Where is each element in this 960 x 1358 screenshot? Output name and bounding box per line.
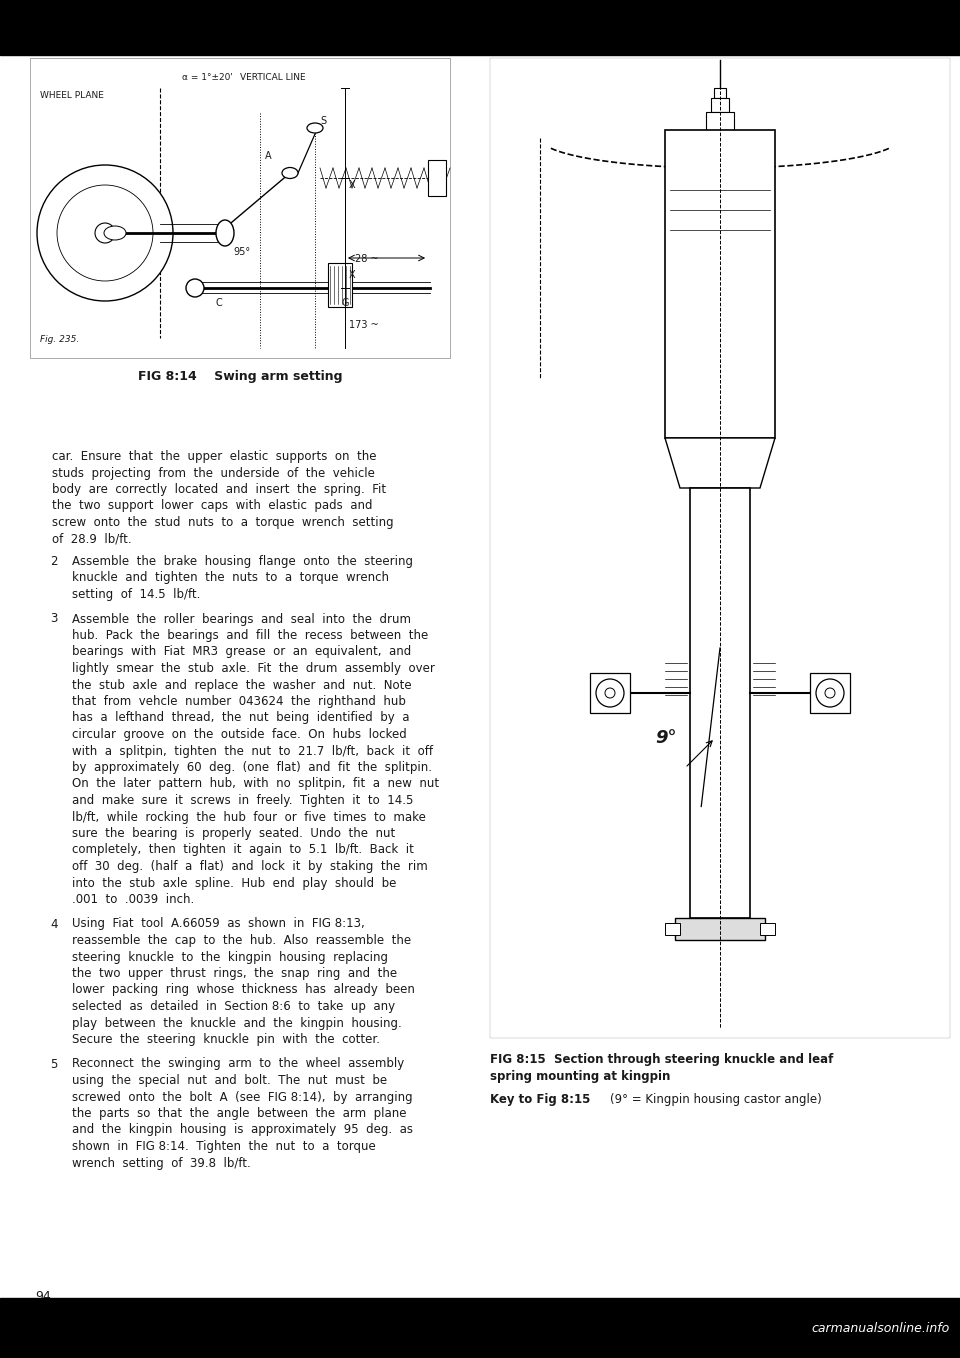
Text: off  30  deg.  (half  a  flat)  and  lock  it  by  staking  the  rim: off 30 deg. (half a flat) and lock it by… — [72, 860, 428, 873]
Text: Using  Fiat  tool  A.66059  as  shown  in  FIG 8:13,: Using Fiat tool A.66059 as shown in FIG … — [72, 918, 365, 930]
Text: On  the  later  pattern  hub,  with  no  splitpin,  fit  a  new  nut: On the later pattern hub, with no splitp… — [72, 778, 439, 790]
Text: WHEEL PLANE: WHEEL PLANE — [40, 91, 104, 100]
Text: VERTICAL LINE: VERTICAL LINE — [240, 73, 305, 81]
Text: that  from  vehcle  number  043624  the  righthand  hub: that from vehcle number 043624 the right… — [72, 695, 406, 708]
Text: α = 1°±20': α = 1°±20' — [182, 73, 233, 81]
Text: completely,  then  tighten  it  again  to  5.1  lb/ft.  Back  it: completely, then tighten it again to 5.1… — [72, 843, 414, 857]
Text: bearings  with  Fiat  MR3  grease  or  an  equivalent,  and: bearings with Fiat MR3 grease or an equi… — [72, 645, 411, 659]
Text: FIG 8:15  Section through steering knuckle and leaf
spring mounting at kingpin: FIG 8:15 Section through steering knuckl… — [490, 1052, 833, 1082]
Text: the  parts  so  that  the  angle  between  the  arm  plane: the parts so that the angle between the … — [72, 1107, 406, 1120]
Bar — [810, 674, 850, 713]
Circle shape — [816, 679, 844, 708]
Circle shape — [37, 166, 173, 301]
Text: into  the  stub  axle  spline.  Hub  end  play  should  be: into the stub axle spline. Hub end play … — [72, 876, 396, 889]
Bar — [706, 111, 734, 130]
Text: reassemble  the  cap  to  the  hub.  Also  reassemble  the: reassemble the cap to the hub. Also reas… — [72, 934, 411, 947]
Text: 95°: 95° — [233, 247, 251, 257]
Text: the  two  support  lower  caps  with  elastic  pads  and: the two support lower caps with elastic … — [52, 500, 372, 512]
Text: 9°: 9° — [655, 729, 677, 747]
Ellipse shape — [216, 220, 234, 246]
Bar — [714, 88, 726, 98]
Text: knuckle  and  tighten  the  nuts  to  a  torque  wrench: knuckle and tighten the nuts to a torque… — [72, 572, 389, 584]
Text: Secure  the  steering  knuckle  pin  with  the  cotter.: Secure the steering knuckle pin with the… — [72, 1033, 380, 1046]
Bar — [760, 923, 775, 936]
Bar — [0, 1298, 960, 1358]
Text: X: X — [349, 181, 355, 190]
Text: Assemble  the  roller  bearings  and  seal  into  the  drum: Assemble the roller bearings and seal in… — [72, 612, 411, 626]
Text: Key to Fig 8:15: Key to Fig 8:15 — [490, 1093, 590, 1105]
Text: wrench  setting  of  39.8  lb/ft.: wrench setting of 39.8 lb/ft. — [72, 1157, 251, 1169]
Text: selected  as  detailed  in  Section 8:6  to  take  up  any: selected as detailed in Section 8:6 to t… — [72, 999, 396, 1013]
Bar — [490, 58, 950, 1038]
Text: lb/ft,  while  rocking  the  hub  four  or  five  times  to  make: lb/ft, while rocking the hub four or fiv… — [72, 811, 426, 823]
Circle shape — [825, 689, 835, 698]
Text: FIG 8:14    Swing arm setting: FIG 8:14 Swing arm setting — [137, 369, 343, 383]
Text: 173 ~: 173 ~ — [349, 320, 379, 330]
Text: with  a  splitpin,  tighten  the  nut  to  21.7  lb/ft,  back  it  off: with a splitpin, tighten the nut to 21.7… — [72, 744, 433, 758]
Polygon shape — [665, 439, 775, 488]
Text: setting  of  14.5  lb/ft.: setting of 14.5 lb/ft. — [72, 588, 201, 602]
Text: play  between  the  knuckle  and  the  kingpin  housing.: play between the knuckle and the kingpin… — [72, 1017, 401, 1029]
Bar — [328, 263, 352, 307]
Text: .001  to  .0039  inch.: .001 to .0039 inch. — [72, 894, 194, 906]
Text: (9° = Kingpin housing castor angle): (9° = Kingpin housing castor angle) — [610, 1093, 822, 1105]
Text: lower  packing  ring  whose  thickness  has  already  been: lower packing ring whose thickness has a… — [72, 983, 415, 997]
Bar — [690, 488, 750, 918]
Text: the  two  upper  thrust  rings,  the  snap  ring  and  the: the two upper thrust rings, the snap rin… — [72, 967, 397, 980]
Text: steering  knuckle  to  the  kingpin  housing  replacing: steering knuckle to the kingpin housing … — [72, 951, 388, 963]
Text: circular  groove  on  the  outside  face.  On  hubs  locked: circular groove on the outside face. On … — [72, 728, 407, 741]
Text: C: C — [215, 297, 222, 308]
Text: G: G — [342, 297, 349, 308]
Text: of  28.9  lb/ft.: of 28.9 lb/ft. — [52, 532, 132, 546]
Text: Assemble  the  brake  housing  flange  onto  the  steering: Assemble the brake housing flange onto t… — [72, 555, 413, 568]
Text: Reconnect  the  swinging  arm  to  the  wheel  assembly: Reconnect the swinging arm to the wheel … — [72, 1058, 404, 1070]
Text: 28 ~: 28 ~ — [355, 254, 378, 263]
Text: 2: 2 — [50, 555, 58, 568]
Bar — [30, 58, 450, 359]
Text: X: X — [349, 270, 355, 280]
Text: and  the  kingpin  housing  is  approximately  95  deg.  as: and the kingpin housing is approximately… — [72, 1123, 413, 1137]
Bar — [711, 98, 729, 111]
Bar — [590, 674, 630, 713]
Bar — [0, 0, 960, 56]
Text: lightly  smear  the  stub  axle.  Fit  the  drum  assembly  over: lightly smear the stub axle. Fit the dru… — [72, 661, 435, 675]
Ellipse shape — [104, 225, 126, 240]
Text: using  the  special  nut  and  bolt.  The  nut  must  be: using the special nut and bolt. The nut … — [72, 1074, 387, 1086]
Ellipse shape — [282, 167, 298, 178]
Circle shape — [596, 679, 624, 708]
Text: shown  in  FIG 8:14.  Tighten  the  nut  to  a  torque: shown in FIG 8:14. Tighten the nut to a … — [72, 1139, 375, 1153]
Text: carmanualsonline.info: carmanualsonline.info — [812, 1321, 950, 1335]
Text: 3: 3 — [50, 612, 58, 626]
Circle shape — [95, 223, 115, 243]
Text: Fig. 235.: Fig. 235. — [40, 335, 80, 344]
Text: by  approximately  60  deg.  (one  flat)  and  fit  the  splitpin.: by approximately 60 deg. (one flat) and … — [72, 760, 432, 774]
Circle shape — [605, 689, 615, 698]
Text: A: A — [265, 151, 272, 162]
Text: 94: 94 — [35, 1290, 51, 1302]
Text: body  are  correctly  located  and  insert  the  spring.  Fit: body are correctly located and insert th… — [52, 483, 386, 496]
Text: screwed  onto  the  bolt  A  (see  FIG 8:14),  by  arranging: screwed onto the bolt A (see FIG 8:14), … — [72, 1090, 413, 1104]
Text: and  make  sure  it  screws  in  freely.  Tighten  it  to  14.5: and make sure it screws in freely. Tight… — [72, 794, 414, 807]
Text: the  stub  axle  and  replace  the  washer  and  nut.  Note: the stub axle and replace the washer and… — [72, 679, 412, 691]
Text: 4: 4 — [50, 918, 58, 930]
Circle shape — [57, 185, 153, 281]
Bar — [675, 918, 765, 940]
Ellipse shape — [307, 124, 323, 133]
Text: hub.  Pack  the  bearings  and  fill  the  recess  between  the: hub. Pack the bearings and fill the rece… — [72, 629, 428, 642]
Circle shape — [186, 278, 204, 297]
Text: 5: 5 — [50, 1058, 58, 1070]
Bar — [428, 160, 446, 196]
Text: S: S — [320, 115, 326, 126]
Text: car.  Ensure  that  the  upper  elastic  supports  on  the: car. Ensure that the upper elastic suppo… — [52, 449, 376, 463]
Text: sure  the  bearing  is  properly  seated.  Undo  the  nut: sure the bearing is properly seated. Und… — [72, 827, 396, 841]
Text: has  a  lefthand  thread,  the  nut  being  identified  by  a: has a lefthand thread, the nut being ide… — [72, 712, 410, 725]
Text: screw  onto  the  stud  nuts  to  a  torque  wrench  setting: screw onto the stud nuts to a torque wre… — [52, 516, 394, 530]
Bar — [665, 923, 680, 936]
Text: studs  projecting  from  the  underside  of  the  vehicle: studs projecting from the underside of t… — [52, 467, 374, 479]
Bar — [665, 130, 775, 439]
